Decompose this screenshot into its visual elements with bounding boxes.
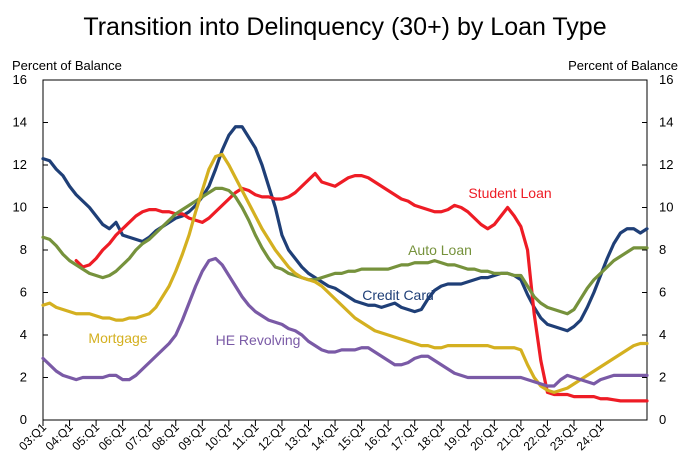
x-tick-label: 14:Q1 bbox=[308, 420, 341, 453]
y-tick-label-left: 14 bbox=[13, 115, 27, 130]
series-line-credit-card bbox=[41, 125, 649, 333]
x-tick-label: 08:Q1 bbox=[149, 420, 182, 453]
x-tick-label: 10:Q1 bbox=[202, 420, 235, 453]
y-axis-label-left: Percent of Balance bbox=[12, 58, 122, 73]
y-ticks: 0 0 2 2 4 4 6 6 8 8 10 10 12 12 14 14 16 16 bbox=[13, 72, 674, 427]
y-tick-label-right: 16 bbox=[659, 72, 673, 87]
x-tick-label: 20:Q1 bbox=[467, 420, 500, 453]
series-label-student-loan: Student Loan bbox=[468, 185, 551, 201]
y-tick-label-left: 8 bbox=[20, 242, 27, 257]
x-tick-label: 16:Q1 bbox=[361, 420, 394, 453]
x-tick-label: 24:Q1 bbox=[574, 420, 607, 453]
y-tick-label-left: 12 bbox=[13, 157, 27, 172]
series-lines bbox=[41, 125, 649, 403]
x-tick-label: 23:Q1 bbox=[547, 420, 580, 453]
x-tick-label: 17:Q1 bbox=[388, 420, 421, 453]
y-tick-label-left: 0 bbox=[20, 412, 27, 427]
y-tick-label-right: 6 bbox=[659, 285, 666, 300]
x-ticks: 03:Q104:Q105:Q106:Q107:Q108:Q109:Q110:Q1… bbox=[16, 420, 607, 453]
y-tick-label-right: 4 bbox=[659, 327, 666, 342]
y-tick-label-right: 8 bbox=[659, 242, 666, 257]
series-line-he-revolving bbox=[41, 256, 649, 388]
x-tick-label: 18:Q1 bbox=[414, 420, 447, 453]
x-tick-label: 15:Q1 bbox=[335, 420, 368, 453]
series-label-mortgage: Mortgage bbox=[88, 330, 147, 346]
y-tick-label-left: 6 bbox=[20, 285, 27, 300]
series-label-he-revolving: HE Revolving bbox=[216, 332, 301, 348]
y-tick-label-right: 10 bbox=[659, 200, 673, 215]
x-tick-label: 21:Q1 bbox=[494, 420, 527, 453]
plot-frame bbox=[42, 79, 648, 421]
series-label-auto-loan: Auto Loan bbox=[408, 242, 472, 258]
y-tick-label-left: 4 bbox=[20, 327, 27, 342]
x-tick-label: 19:Q1 bbox=[441, 420, 474, 453]
series-line-student-loan bbox=[74, 171, 649, 403]
x-tick-label: 07:Q1 bbox=[122, 420, 155, 453]
x-tick-label: 09:Q1 bbox=[175, 420, 208, 453]
x-tick-label: 13:Q1 bbox=[282, 420, 315, 453]
series-line-auto-loan bbox=[41, 186, 649, 316]
y-axis-label-right: Percent of Balance bbox=[568, 58, 678, 73]
y-tick-label-left: 2 bbox=[20, 370, 27, 385]
x-tick-label: 11:Q1 bbox=[229, 420, 262, 453]
y-tick-label-left: 16 bbox=[13, 72, 27, 87]
series-line-mortgage bbox=[41, 152, 649, 394]
chart-title: Transition into Delinquency (30+) by Loa… bbox=[83, 13, 606, 41]
y-tick-label-right: 14 bbox=[659, 115, 673, 130]
y-tick-label-right: 0 bbox=[659, 412, 666, 427]
y-tick-label-right: 2 bbox=[659, 370, 666, 385]
x-tick-label: 06:Q1 bbox=[96, 420, 129, 453]
y-tick-label-right: 12 bbox=[659, 157, 673, 172]
y-tick-label-left: 10 bbox=[13, 200, 27, 215]
x-tick-label: 22:Q1 bbox=[521, 420, 554, 453]
x-tick-label: 05:Q1 bbox=[69, 420, 102, 453]
series-labels: Credit Card Student Loan Auto Loan Mortgage… bbox=[88, 185, 551, 348]
x-tick-label: 04:Q1 bbox=[43, 420, 76, 453]
series-label-credit-card: Credit Card bbox=[362, 287, 434, 303]
x-tick-label: 12:Q1 bbox=[255, 420, 288, 453]
